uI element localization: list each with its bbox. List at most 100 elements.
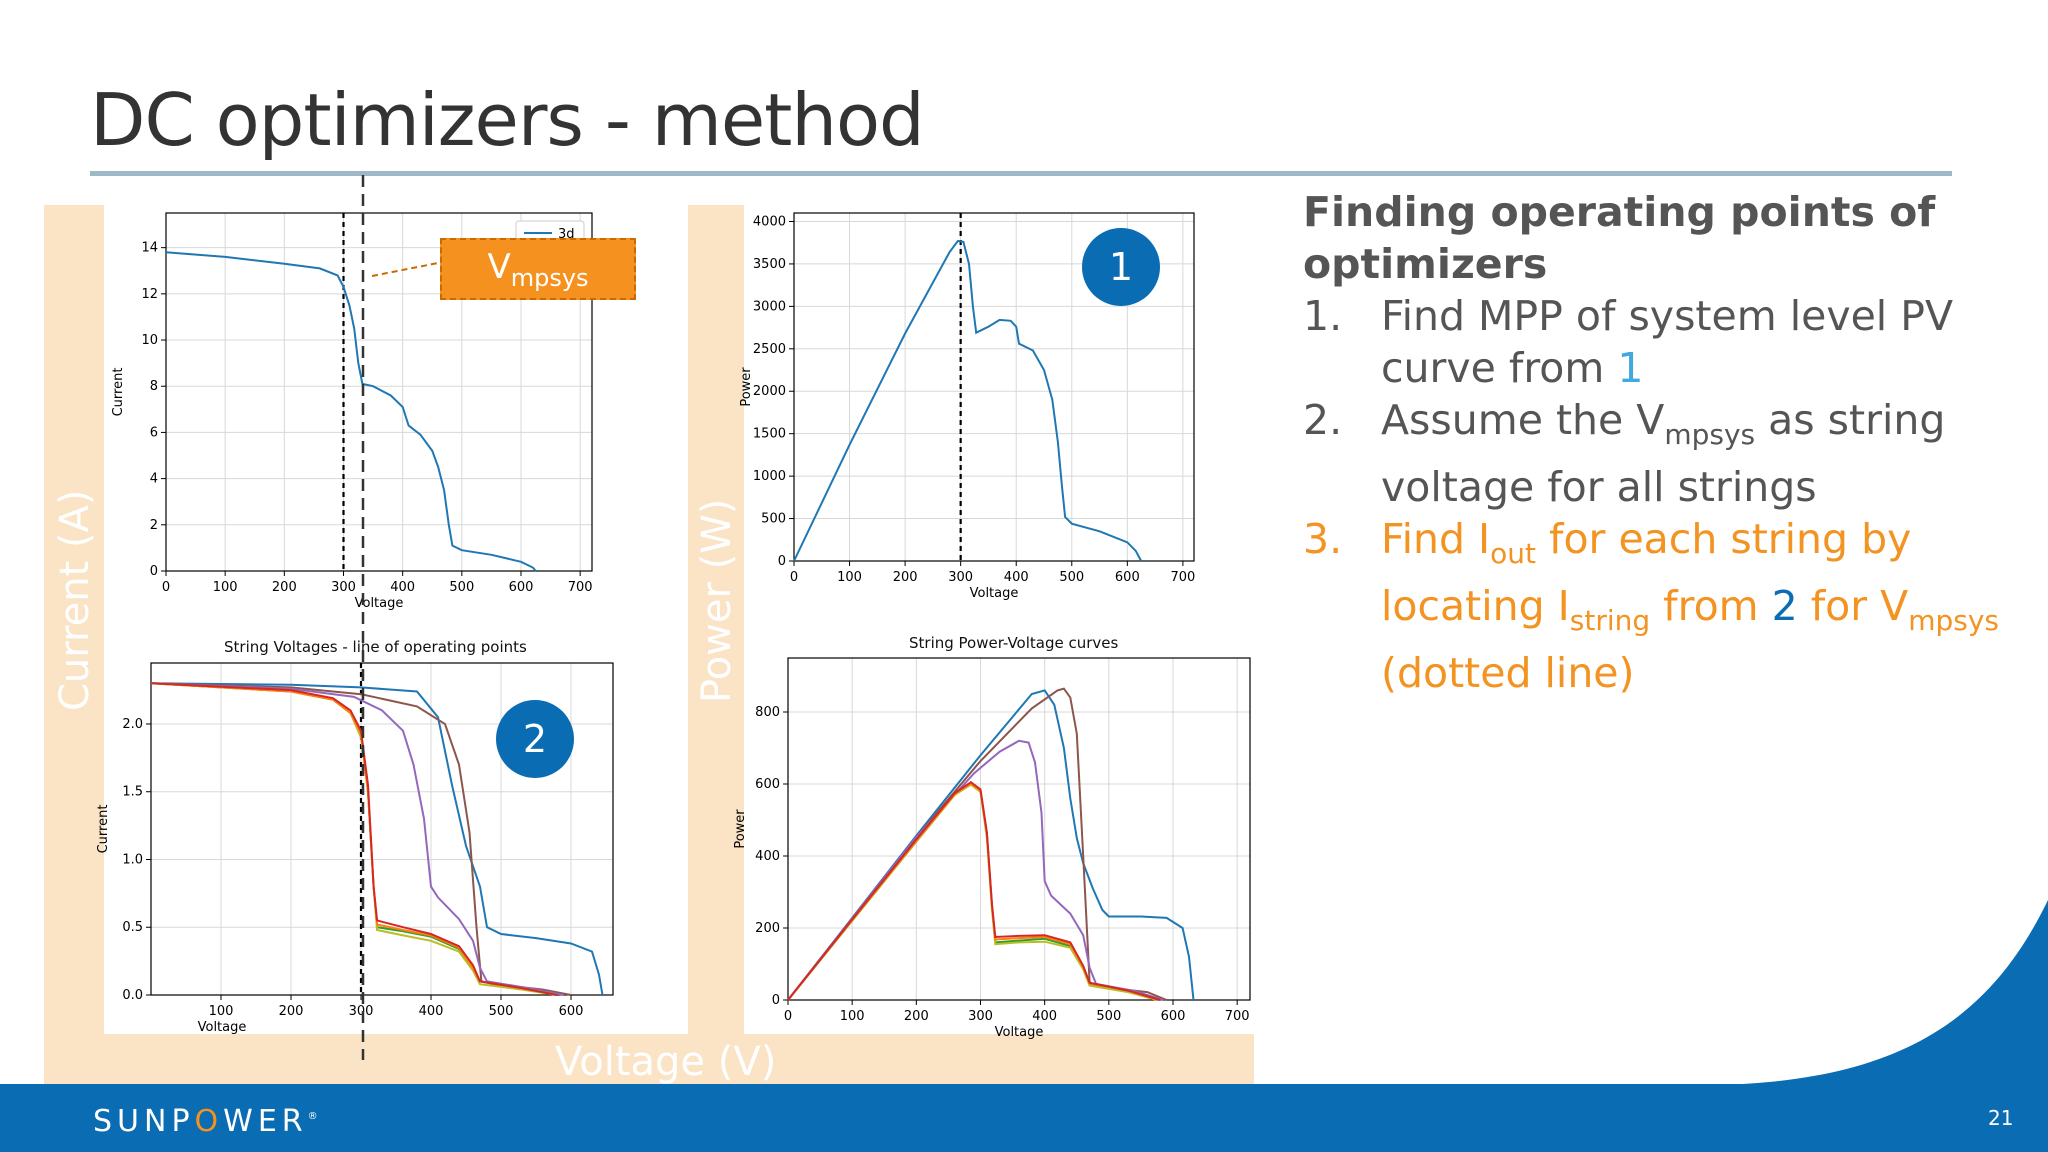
series-line: [787, 780, 1161, 1001]
x-tick-label: 300: [968, 1009, 993, 1024]
step-1-badge: 1: [1082, 228, 1160, 306]
y-tick-label: 4: [150, 472, 158, 487]
step-2-sub: mpsys: [1664, 418, 1756, 451]
y-axis-label: Power: [734, 809, 748, 849]
step-item-2: 2. Assume the Vmpsys as string voltage f…: [1303, 394, 2003, 513]
x-tick-label: 0: [784, 1009, 792, 1024]
y-tick-label: 600: [755, 777, 780, 792]
x-tick-label: 500: [489, 1004, 514, 1019]
step-3-p1: Find I: [1381, 515, 1491, 563]
step-3-s3: mpsys: [1908, 604, 2000, 637]
step-1-number: 1.: [1303, 292, 1343, 340]
x-tick-label: 600: [559, 1004, 584, 1019]
x-tick-label: 200: [904, 1009, 929, 1024]
y-tick-label: 0: [772, 993, 780, 1008]
y-tick-label: 10: [141, 333, 158, 348]
string-pv-title: String Power-Voltage curves: [909, 634, 1119, 652]
x-tick-label: 400: [1004, 570, 1029, 585]
x-axis-label: Voltage: [970, 586, 1019, 601]
vmpsys-main: V: [487, 247, 511, 287]
x-tick-label: 700: [1170, 570, 1195, 585]
x-tick-label: 300: [349, 1004, 374, 1019]
x-tick-label: 200: [272, 580, 297, 595]
vmpsys-subscript: mpsys: [510, 264, 589, 292]
x-tick-label: 0: [790, 570, 798, 585]
y-tick-label: 14: [141, 241, 158, 256]
series-line: [787, 689, 1195, 1001]
x-axis-label: Voltage: [995, 1025, 1044, 1040]
y-tick-label: 0.0: [122, 988, 143, 1003]
step-3-ref: 2: [1771, 582, 1798, 630]
string-iv-title: String Voltages - line of operating poin…: [224, 638, 527, 656]
x-tick-label: 400: [419, 1004, 444, 1019]
y-tick-label: 3500: [753, 257, 786, 272]
x-tick-label: 500: [449, 580, 474, 595]
y-tick-label: 2500: [753, 342, 786, 357]
x-axis-label: Voltage: [355, 596, 404, 611]
y-tick-label: 1.5: [122, 785, 143, 800]
y-tick-label: 12: [141, 287, 158, 302]
panel-heading: Finding operating points of optimizers: [1303, 188, 1936, 288]
x-tick-label: 300: [331, 580, 356, 595]
series-line: [150, 682, 565, 996]
logo-text-o: O: [194, 1104, 224, 1139]
power-axis-band: [688, 205, 744, 1085]
step-3-s2: string: [1569, 604, 1651, 637]
y-tick-label: 2.0: [122, 717, 143, 732]
voltage-axis-band: [44, 1034, 1254, 1084]
logo-text-post: WER: [223, 1104, 308, 1139]
x-tick-label: 600: [1115, 570, 1140, 585]
string-pv-chart: 0 100 200 300 400 500 600 700 0 200 400 600 800 Volta…: [734, 657, 1251, 1040]
series-line: [793, 239, 1143, 562]
y-tick-label: 6: [150, 425, 158, 440]
x-tick-label: 200: [279, 1004, 304, 1019]
step-3-p4: for V: [1797, 582, 1909, 630]
y-tick-label: 8: [150, 379, 158, 394]
x-tick-label: 700: [568, 580, 593, 595]
x-tick-label: 400: [390, 580, 415, 595]
x-tick-label: 300: [948, 570, 973, 585]
x-tick-label: 600: [1161, 1009, 1186, 1024]
logo-registered-mark: ®: [307, 1111, 318, 1122]
y-tick-label: 0: [778, 554, 786, 569]
plot-frame: [150, 662, 614, 996]
step-3-p2: for each string by locating I: [1381, 515, 1912, 630]
y-tick-label: 800: [755, 705, 780, 720]
current-axis-band: [44, 205, 104, 1085]
plot-frame: [165, 212, 593, 572]
y-tick-label: 200: [755, 921, 780, 936]
step-item-1: 1. Find MPP of system level PV curve fro…: [1303, 290, 2003, 394]
y-tick-label: 1000: [753, 469, 786, 484]
y-tick-label: 1500: [753, 427, 786, 442]
x-tick-label: 600: [509, 580, 534, 595]
x-tick-label: 500: [1059, 570, 1084, 585]
step-item-3: 3. Find Iout for each string by locating…: [1303, 513, 2003, 699]
step-3-p3: from: [1650, 582, 1772, 630]
plot-frame: [787, 657, 1251, 1001]
y-tick-label: 500: [761, 512, 786, 527]
y-tick-label: 2: [150, 518, 158, 533]
step-2-post: as string voltage for all strings: [1381, 396, 1946, 511]
step-2-badge: 2: [496, 700, 574, 778]
y-axis-label: Current: [111, 368, 126, 417]
method-text-panel: Finding operating points of optimizers 1…: [1303, 186, 2003, 699]
step-3-s1: out: [1490, 537, 1536, 570]
step-3-number: 3.: [1303, 515, 1343, 563]
x-tick-label: 100: [837, 570, 862, 585]
y-tick-label: 4000: [753, 214, 786, 229]
y-axis-label: Power: [739, 367, 754, 407]
x-tick-label: 500: [1096, 1009, 1121, 1024]
x-tick-label: 700: [1225, 1009, 1250, 1024]
logo-text-pre: SUNP: [93, 1104, 195, 1139]
y-tick-label: 0.5: [122, 920, 143, 935]
x-tick-label: 100: [213, 580, 238, 595]
y-tick-label: 1.0: [122, 852, 143, 867]
step-2-pre: Assume the V: [1381, 396, 1665, 444]
y-tick-label: 3000: [753, 299, 786, 314]
x-axis-label: Voltage: [198, 1020, 247, 1035]
x-tick-label: 100: [840, 1009, 865, 1024]
y-tick-label: 2000: [753, 384, 786, 399]
y-axis-label: Current: [97, 805, 111, 854]
x-tick-label: 200: [893, 570, 918, 585]
